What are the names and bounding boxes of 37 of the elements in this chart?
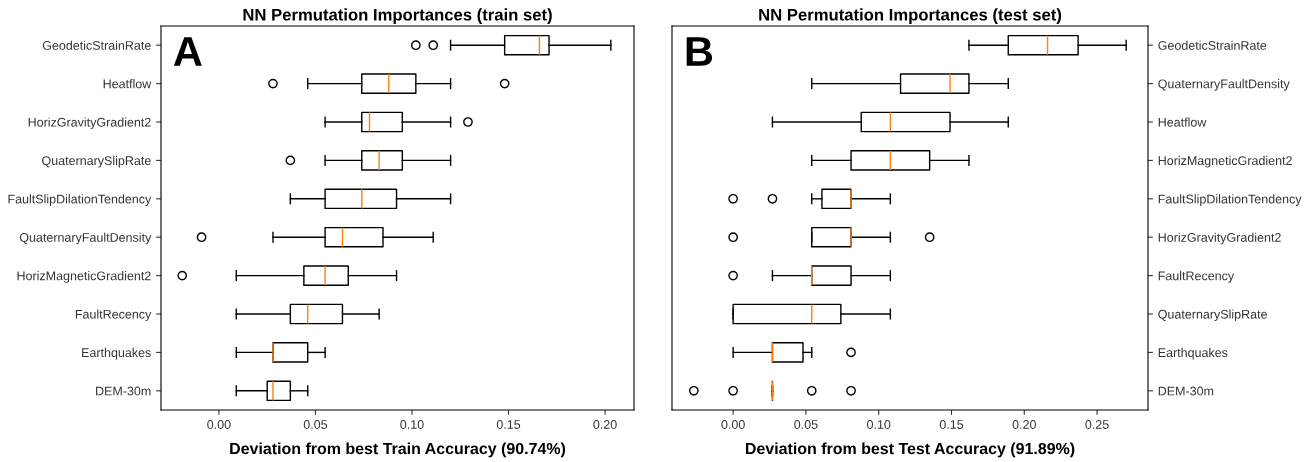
x-axis-title: Deviation from best Train Accuracy (90.74%) [230, 442, 566, 458]
x-tick-label: 0.20 [593, 420, 617, 429]
y-tick-label: QuaternarySlipRate [42, 155, 151, 168]
y-tick-label: DEM-30m [96, 386, 151, 396]
chart-title: NN Permutation Importances (train set) [243, 8, 552, 24]
y-tick-label: Heatflow [1158, 117, 1207, 127]
x-tick-label: 0.05 [794, 420, 818, 429]
x-tick-label: 0.05 [303, 420, 328, 429]
x-tick-label: 0.10 [400, 420, 424, 429]
annotation: A [173, 37, 202, 66]
y-tick-label: HorizGravityGradient2 [28, 117, 151, 130]
x-tick-label: 0.25 [1085, 420, 1109, 429]
y-tick-label: DEM-30m [1158, 386, 1214, 396]
annotation: B [686, 37, 713, 66]
y-tick-label: QuaternaryFaultDensity [19, 232, 152, 245]
y-tick-label: FaultSlipDilationTendency [8, 194, 152, 206]
y-tick-label: GeodeticStrainRate [42, 40, 151, 50]
y-tick-label: FaultRecency [75, 309, 152, 322]
x-tick-label: 0.00 [207, 420, 231, 429]
chart-title: NN Permutation Importances (test set) [759, 8, 1062, 24]
y-tick-label: HorizGravityGradient2 [1158, 232, 1281, 245]
y-tick-label: Heatflow [103, 79, 152, 89]
x-tick-label: 0.10 [867, 420, 891, 429]
y-tick-label: QuaternarySlipRate [1158, 309, 1267, 322]
y-tick-label: Earthquakes [82, 347, 151, 360]
x-tick-label: 0.00 [721, 420, 745, 429]
x-tick-label: 0.15 [496, 420, 521, 429]
y-tick-label: Earthquakes [1158, 347, 1228, 360]
y-tick-label: FaultRecency [1158, 271, 1235, 283]
y-tick-label: GeodeticStrainRate [1158, 40, 1267, 50]
y-tick-label: HorizMagneticGradient2 [17, 271, 151, 283]
x-tick-label: 0.15 [939, 420, 964, 429]
y-tick-label: HorizMagneticGradient2 [1158, 155, 1292, 168]
x-tick-label: 0.20 [1012, 420, 1036, 429]
y-tick-label: QuaternaryFaultDensity [1158, 79, 1290, 91]
y-tick-label: FaultSlipDilationTendency [1158, 194, 1302, 206]
x-axis-title: Deviation from best Test Accuracy (91.89%) [745, 442, 1075, 458]
